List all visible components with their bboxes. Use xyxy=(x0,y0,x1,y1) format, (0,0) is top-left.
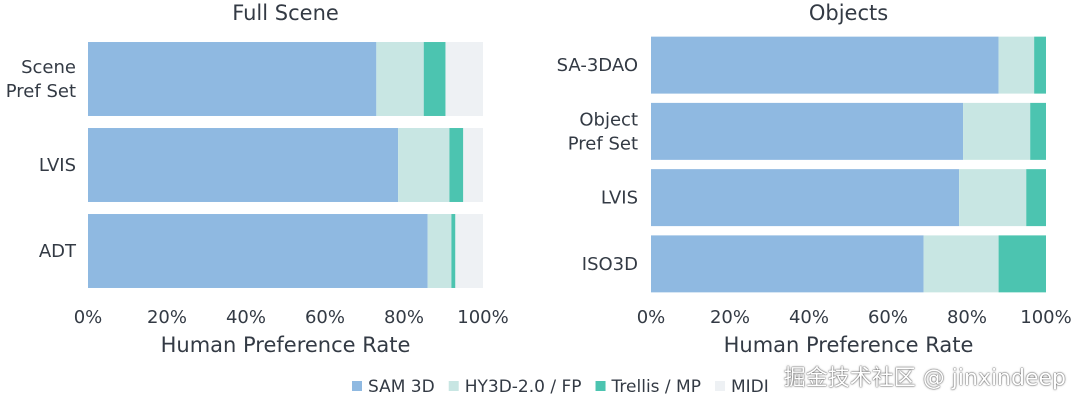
objects-bar-hy3d-2-0-fp-0 xyxy=(998,36,1035,94)
full-scene-bar-hy3d-2-0-fp-0 xyxy=(376,42,424,116)
watermark: 掘金技术社区 @ jinxindeep xyxy=(783,366,1066,391)
objects-bar-sam-3d-2 xyxy=(651,169,960,227)
objects-category-label: Object xyxy=(579,109,638,130)
objects-bar-hy3d-2-0-fp-1 xyxy=(963,102,1031,160)
objects-bar-sam-3d-1 xyxy=(651,102,964,160)
objects-x-tick: 80% xyxy=(947,307,987,328)
full-scene-bar-trellis-mp-1 xyxy=(449,128,464,202)
objects-x-tick: 0% xyxy=(637,307,666,328)
full-scene-bar-trellis-mp-0 xyxy=(423,42,446,116)
full-scene-bar-sam-3d-1 xyxy=(88,128,399,202)
legend-label: MIDI xyxy=(731,377,769,397)
objects-x-axis-label: Human Preference Rate xyxy=(724,333,974,357)
objects-bar-sam-3d-3 xyxy=(651,235,924,293)
objects-title: Objects xyxy=(809,1,888,25)
objects-category-label: ISO3D xyxy=(582,254,638,275)
full-scene-bar-sam-3d-2 xyxy=(88,214,428,288)
legend-label: HY3D-2.0 / FP xyxy=(465,377,582,397)
full-scene-category-label: ADT xyxy=(39,241,77,262)
objects-bar-trellis-mp-1 xyxy=(1030,102,1046,160)
objects-category-label: Pref Set xyxy=(568,133,638,154)
full-scene-x-tick: 40% xyxy=(226,307,266,328)
legend-swatch xyxy=(352,381,362,391)
full-scene-category-label: Pref Set xyxy=(6,81,76,102)
objects-bar-trellis-mp-2 xyxy=(1026,169,1046,227)
legend-label: SAM 3D xyxy=(368,377,435,397)
full-scene-category-label: Scene xyxy=(21,57,76,78)
full-scene-bar-hy3d-2-0-fp-1 xyxy=(398,128,450,202)
legend-swatch xyxy=(595,381,606,391)
legend-swatch xyxy=(714,381,725,391)
objects-x-tick: 20% xyxy=(710,307,750,328)
full-scene-bar-sam-3d-0 xyxy=(88,42,377,116)
objects-x-tick: 40% xyxy=(789,307,829,328)
legend-swatch xyxy=(448,381,459,391)
full-scene-bar-midi-1 xyxy=(463,128,483,202)
full-scene-x-tick: 0% xyxy=(74,307,103,328)
objects-bar-hy3d-2-0-fp-3 xyxy=(923,235,999,293)
full-scene-x-tick: 60% xyxy=(305,307,345,328)
objects-bar-trellis-mp-3 xyxy=(998,235,1046,293)
full-scene-bar-midi-0 xyxy=(445,42,483,116)
full-scene-category-label: LVIS xyxy=(39,155,76,176)
objects-x-tick: 100% xyxy=(1020,307,1071,328)
full-scene-bar-trellis-mp-2 xyxy=(451,214,456,288)
full-scene-title: Full Scene xyxy=(232,1,339,25)
objects-bar-hy3d-2-0-fp-2 xyxy=(959,169,1027,227)
full-scene-x-tick: 80% xyxy=(384,307,424,328)
objects-category-label: SA-3DAO xyxy=(557,55,638,76)
full-scene-x-tick: 20% xyxy=(147,307,187,328)
objects-bar-trellis-mp-0 xyxy=(1034,36,1046,94)
full-scene-bar-midi-2 xyxy=(455,214,483,288)
full-scene-x-tick: 100% xyxy=(457,307,508,328)
objects-bar-sam-3d-0 xyxy=(651,36,999,94)
objects-category-label: LVIS xyxy=(601,188,638,209)
full-scene-bar-hy3d-2-0-fp-2 xyxy=(427,214,452,288)
full-scene-x-axis-label: Human Preference Rate xyxy=(161,333,411,357)
objects-x-tick: 60% xyxy=(868,307,908,328)
legend-label: Trellis / MP xyxy=(611,377,701,397)
